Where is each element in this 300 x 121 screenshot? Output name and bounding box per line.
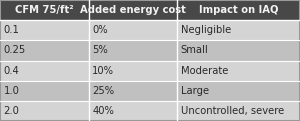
Bar <box>0 0 88 20</box>
Bar <box>177 101 300 121</box>
Bar <box>88 40 177 60</box>
Bar <box>0 101 88 121</box>
Bar <box>177 81 300 101</box>
Bar <box>0 60 88 81</box>
Bar <box>88 20 177 40</box>
Text: 40%: 40% <box>92 106 114 116</box>
Text: 0.25: 0.25 <box>4 45 26 55</box>
Bar <box>0 81 88 101</box>
Bar <box>0 40 88 60</box>
Text: Small: Small <box>181 45 208 55</box>
Text: 0.1: 0.1 <box>4 25 20 35</box>
Text: Negligible: Negligible <box>181 25 231 35</box>
Bar <box>177 60 300 81</box>
Bar <box>88 81 177 101</box>
Text: CFM 75/ft²: CFM 75/ft² <box>15 5 74 15</box>
Text: Impact on IAQ: Impact on IAQ <box>199 5 278 15</box>
Bar <box>177 20 300 40</box>
Text: 0.4: 0.4 <box>4 66 20 76</box>
Text: 1.0: 1.0 <box>4 86 20 96</box>
Bar <box>88 60 177 81</box>
Bar <box>177 40 300 60</box>
Bar <box>88 101 177 121</box>
Text: 2.0: 2.0 <box>4 106 20 116</box>
Text: Large: Large <box>181 86 209 96</box>
Text: 25%: 25% <box>92 86 114 96</box>
Text: Uncontrolled, severe: Uncontrolled, severe <box>181 106 284 116</box>
Text: 0%: 0% <box>92 25 108 35</box>
Text: 5%: 5% <box>92 45 108 55</box>
Bar <box>177 0 300 20</box>
Bar <box>88 0 177 20</box>
Text: Added energy cost: Added energy cost <box>80 5 186 15</box>
Text: 10%: 10% <box>92 66 114 76</box>
Text: Moderate: Moderate <box>181 66 228 76</box>
Bar <box>0 20 88 40</box>
